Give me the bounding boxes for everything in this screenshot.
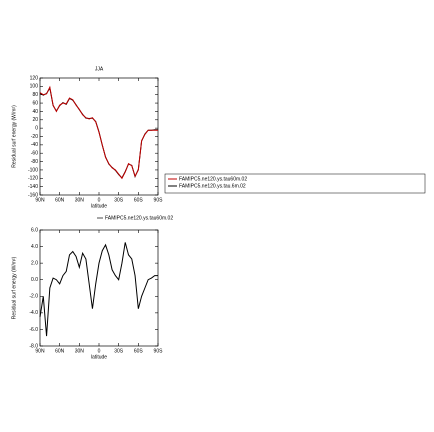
y-tick-label: -20 <box>31 134 38 140</box>
y-axis-label: Residual surf energy (W/m²) <box>11 256 17 319</box>
legend-label: FAMIPC5.ne120.ys.tau.6m.02 <box>179 183 246 189</box>
x-tick-label: 30N <box>75 348 85 354</box>
x-axis-label: latitude <box>91 354 107 360</box>
x-tick-label: 0 <box>98 197 101 203</box>
legend-label: FAMIPC5.ne120.ys.tau60m.02 <box>179 176 247 182</box>
x-tick-label: 30S <box>114 197 124 203</box>
y-tick-label: 40 <box>32 109 38 115</box>
y-tick-label: -80 <box>31 159 38 165</box>
y-tick-label: 120 <box>30 75 39 81</box>
y-tick-label: 100 <box>30 84 39 90</box>
x-tick-label: 0 <box>98 348 101 354</box>
x-tick-label: 90N <box>35 348 45 354</box>
y-tick-label: -4.0 <box>29 310 38 316</box>
y-tick-label: -60 <box>31 151 38 157</box>
y-tick-label: 80 <box>32 92 38 98</box>
legend-label: FAMIPC5.ne120.ys.tau60m.02 <box>105 215 173 221</box>
x-tick-label: 30N <box>75 197 85 203</box>
legend-box <box>164 173 426 194</box>
x-tick-label: 60N <box>55 348 65 354</box>
chart-title: JJA <box>95 66 104 72</box>
x-tick-label: 90N <box>35 197 45 203</box>
x-tick-label: 60N <box>55 197 65 203</box>
x-tick-label: 30S <box>114 348 124 354</box>
y-tick-label: -6.0 <box>29 327 38 333</box>
y-tick-label: 20 <box>32 117 38 123</box>
x-axis-label: latitude <box>91 203 107 209</box>
y-tick-label: 6.0 <box>31 227 38 233</box>
y-tick-label: -140 <box>28 184 38 190</box>
y-tick-label: -8.0 <box>29 343 38 349</box>
y-tick-label: 2.0 <box>31 260 38 266</box>
y-axis-label: Residual surf energy (W/m²) <box>11 105 17 168</box>
x-tick-label: 60S <box>134 348 144 354</box>
y-tick-label: 0 <box>35 125 38 131</box>
y-tick-label: -160 <box>28 192 38 198</box>
plot-frame <box>39 229 159 347</box>
y-tick-label: 4.0 <box>31 244 38 250</box>
y-tick-label: -100 <box>28 167 38 173</box>
y-tick-label: -120 <box>28 176 38 182</box>
x-tick-label: 90S <box>154 348 164 354</box>
x-tick-label: 60S <box>134 197 144 203</box>
x-tick-label: 90S <box>154 197 164 203</box>
plot-frame <box>39 77 159 196</box>
y-tick-label: 0.0 <box>31 277 38 283</box>
y-tick-label: -2.0 <box>29 294 38 300</box>
series-line <box>39 242 158 337</box>
y-tick-label: 60 <box>32 100 38 106</box>
y-tick-label: -40 <box>31 142 38 148</box>
series-line <box>39 85 158 180</box>
